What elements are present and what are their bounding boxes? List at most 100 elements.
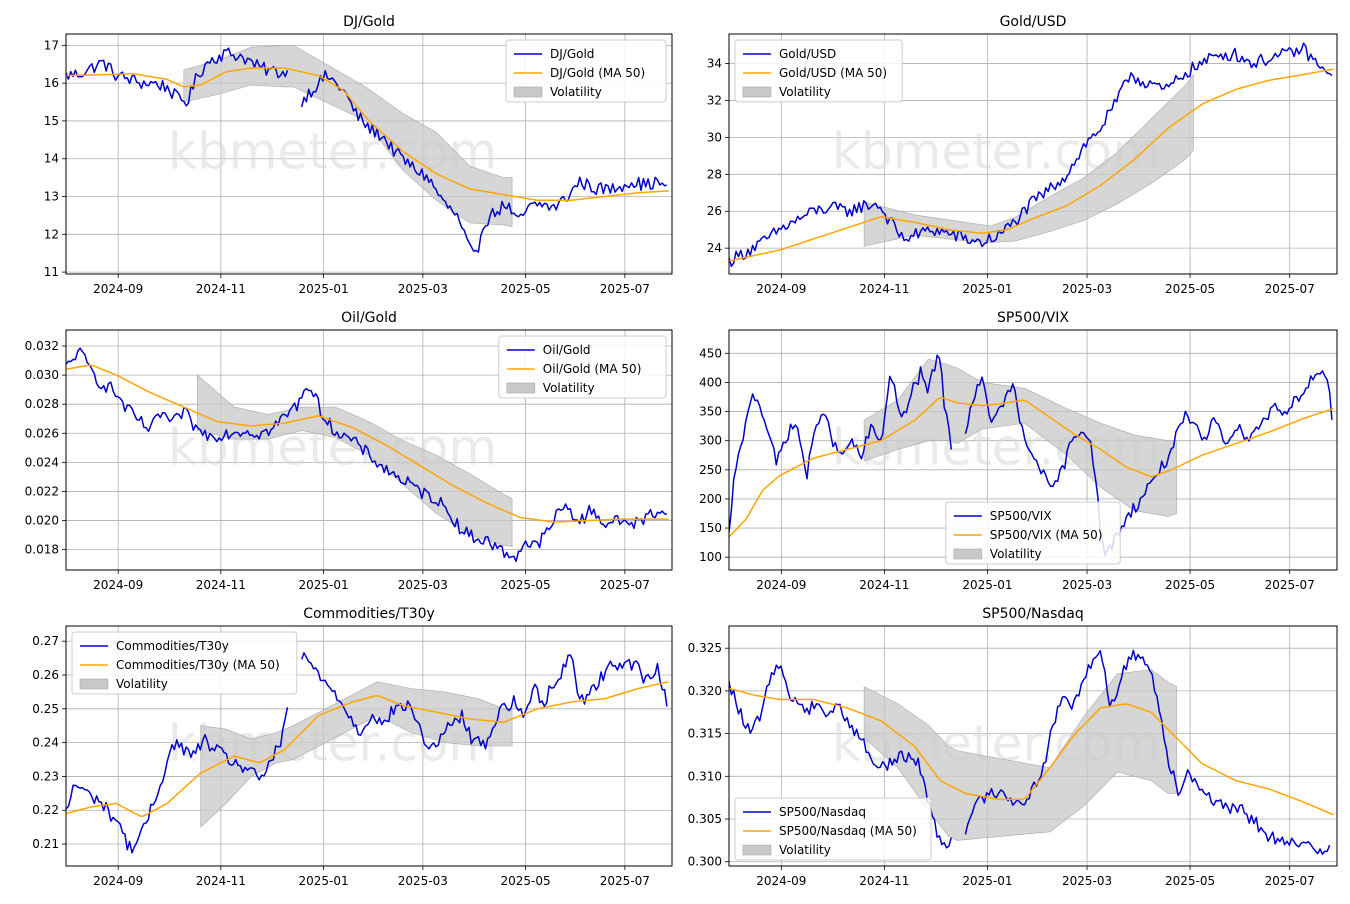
x-tick-label: 2024-11: [859, 282, 909, 296]
y-tick-label: 0.320: [688, 684, 722, 698]
legend: Oil/Gold Oil/Gold (MA 50) Volatility: [498, 335, 667, 399]
legend: Commodities/T30y Commodities/T30y (MA 50)…: [71, 631, 298, 695]
legend: DJ/Gold DJ/Gold (MA 50) Volatility: [505, 39, 667, 103]
x-tick-label: 2025-05: [1165, 282, 1215, 296]
y-tick-label: 450: [699, 346, 722, 360]
legend-swatch-band: [742, 844, 772, 856]
legend-label: Gold/USD: [779, 47, 836, 61]
x-tick-label: 2024-09: [93, 578, 143, 592]
x-tick-label: 2025-03: [1062, 578, 1112, 592]
x-tick-label: 2024-09: [93, 282, 143, 296]
volatility-band: [197, 374, 513, 548]
chart-panel-2: Gold/USD 24 26 28 30 32 34 2024-09 2024-11 2025-0…: [707, 14, 1338, 296]
y-tick-label: 100: [699, 550, 722, 564]
y-tick-label: 0.024: [25, 455, 59, 469]
volatility-band: [863, 669, 1177, 841]
y-tick-label: 0.315: [688, 727, 722, 741]
x-tick-label: 2025-01: [298, 282, 348, 296]
chart-title: SP500/Nasdaq: [982, 606, 1083, 622]
series-line: [729, 42, 1333, 268]
y-tick-label: 0.24: [32, 736, 59, 750]
legend-label: Volatility: [779, 843, 831, 857]
x-tick-label: 2025-05: [500, 874, 550, 888]
x-tick-label: 2024-09: [756, 282, 806, 296]
x-tick-label: 2025-05: [1165, 874, 1215, 888]
y-tick-label: 0.300: [688, 855, 722, 869]
x-tick-label: 2025-07: [1265, 578, 1315, 592]
axes-frame: [65, 625, 673, 867]
ma-line: [729, 396, 1334, 538]
ma-line: [66, 364, 669, 523]
series-line: [300, 69, 668, 253]
legend-label: Oil/Gold (MA 50): [543, 362, 642, 376]
x-tick-label: 2025-01: [298, 578, 348, 592]
axes-frame: [728, 33, 1338, 275]
x-tick-label: 2024-11: [859, 578, 909, 592]
legend-swatch-band: [953, 548, 983, 560]
y-tick-label: 30: [707, 130, 722, 144]
volatility-band: [863, 73, 1194, 247]
x-tick-label: 2025-03: [398, 578, 448, 592]
x-tick-label: 2025-03: [398, 874, 448, 888]
x-tick-label: 2025-03: [1062, 282, 1112, 296]
series-line: [66, 707, 289, 854]
series-line: [66, 47, 289, 107]
y-tick-label: 0.325: [688, 641, 722, 655]
x-tick-label: 2025-01: [962, 282, 1012, 296]
legend-swatch-band: [506, 382, 536, 394]
legend-label: Volatility: [116, 677, 168, 691]
chart-title: Commodities/T30y: [303, 606, 435, 622]
axes-frame: [65, 33, 673, 275]
chart-panel-3: Oil/Gold 0.018 0.020 0.022 0.024 0.026 0.028 0.…: [25, 310, 673, 592]
x-tick-label: 2025-07: [600, 874, 650, 888]
legend: SP500/VIX SP500/VIX (MA 50) Volatility: [945, 501, 1121, 565]
series-line: [729, 664, 953, 849]
y-tick-label: 0.22: [32, 803, 59, 817]
legend-label: SP500/VIX: [990, 509, 1052, 523]
axes-frame: [65, 329, 673, 571]
legend-label: Gold/USD (MA 50): [779, 66, 887, 80]
legend: Gold/USD Gold/USD (MA 50) Volatility: [734, 39, 903, 103]
x-tick-label: 2024-09: [93, 874, 143, 888]
y-tick-label: 0.27: [32, 634, 59, 648]
chart-panel-6: SP500/Nasdaq 0.300 0.305 0.310 0.315 0.320 0.3…: [688, 606, 1338, 888]
legend-label: Volatility: [543, 381, 595, 395]
chart-title: DJ/Gold: [343, 14, 395, 30]
x-tick-label: 2025-05: [500, 282, 550, 296]
chart-title: Oil/Gold: [341, 310, 397, 326]
y-tick-label: 0.030: [25, 368, 59, 382]
y-tick-label: 13: [44, 190, 59, 204]
legend: SP500/Nasdaq SP500/Nasdaq (MA 50) Volatili…: [734, 797, 932, 861]
x-tick-label: 2024-11: [196, 282, 246, 296]
y-tick-label: 400: [699, 375, 722, 389]
y-tick-label: 17: [44, 38, 59, 52]
y-tick-label: 0.020: [25, 514, 59, 528]
y-tick-label: 150: [699, 521, 722, 535]
y-tick-label: 0.310: [688, 769, 722, 783]
ma-line: [66, 681, 669, 817]
y-tick-label: 300: [699, 434, 722, 448]
y-tick-label: 16: [44, 76, 59, 90]
y-tick-label: 28: [707, 167, 722, 181]
chart-title: Gold/USD: [1000, 14, 1067, 30]
y-tick-label: 34: [707, 57, 722, 71]
legend-label: Commodities/T30y: [116, 639, 229, 653]
x-tick-label: 2025-01: [298, 874, 348, 888]
x-tick-label: 2025-07: [1265, 874, 1315, 888]
legend-swatch-band: [742, 86, 772, 98]
legend-label: Volatility: [550, 85, 602, 99]
x-tick-label: 2024-11: [859, 874, 909, 888]
x-tick-label: 2025-07: [1265, 282, 1315, 296]
x-tick-label: 2025-01: [962, 578, 1012, 592]
legend-label: Commodities/T30y (MA 50): [116, 658, 280, 672]
axes-frame: [728, 625, 1338, 867]
ma-line: [729, 687, 1334, 816]
chart-panel-4: SP500/VIX 100 150 200 250 300 350 400 450 2024-09…: [699, 310, 1338, 592]
y-tick-label: 15: [44, 114, 59, 128]
y-tick-label: 0.26: [32, 668, 59, 682]
x-tick-label: 2025-05: [500, 578, 550, 592]
legend-label: SP500/VIX (MA 50): [990, 528, 1103, 542]
y-tick-label: 350: [699, 405, 722, 419]
y-tick-label: 14: [44, 152, 59, 166]
